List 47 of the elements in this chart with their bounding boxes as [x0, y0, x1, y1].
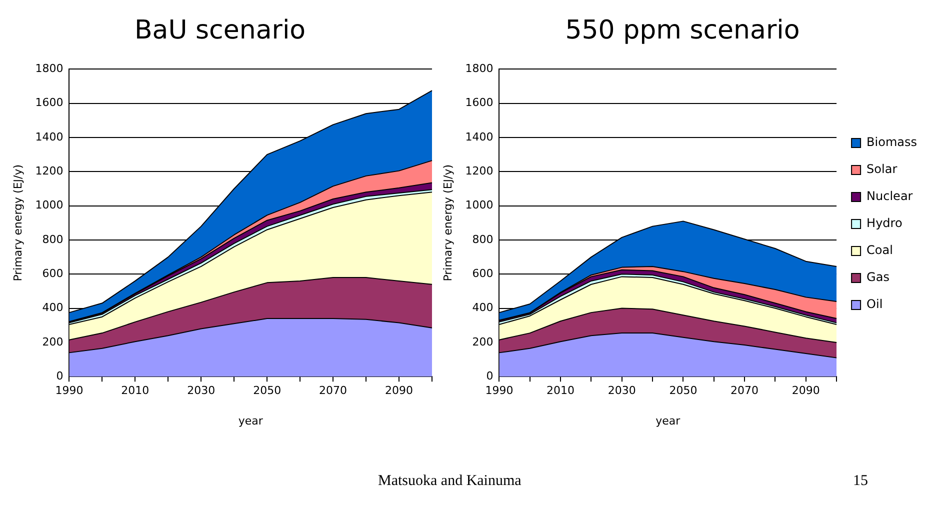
x-axis-title: year [656, 414, 681, 428]
x-tick-label: 2030 [187, 384, 216, 398]
legend-label: Biomass [866, 135, 918, 150]
y-tick-label: 1200 [465, 164, 494, 178]
y-axis-title: Primary energy (EJ/y) [11, 164, 24, 282]
legend-label: Gas [866, 270, 890, 284]
x-tick-label: 1990 [55, 384, 84, 398]
x-tick-label: 2050 [669, 384, 698, 398]
legend-label: Coal [866, 243, 893, 258]
x-tick-label: 2030 [608, 384, 636, 398]
y-tick-label: 800 [42, 232, 64, 246]
x-tick-label: 1990 [485, 384, 514, 398]
x-tick-label: 2050 [253, 384, 282, 398]
y-tick-label: 1400 [465, 130, 494, 144]
y-tick-label: 0 [56, 369, 64, 382]
x-axis-title: year [238, 414, 264, 428]
legend-label: Hydro [866, 216, 902, 230]
y-tick-label: 800 [472, 232, 494, 246]
x-tick-label: 2090 [385, 384, 414, 398]
text: Matsuoka and Kainuma [378, 473, 522, 490]
y-tick-label: 0 [486, 369, 494, 382]
x-tick-label: 2090 [792, 384, 820, 398]
y-axis-title: Primary energy (EJ/y) [441, 164, 454, 282]
text: 15 [853, 473, 868, 490]
y-tick-label: 400 [472, 301, 494, 314]
x-tick-label: 2070 [319, 384, 348, 398]
y-tick-label: 1000 [35, 198, 64, 212]
chart-title: BaU scenario [134, 15, 306, 46]
legend-label: Oil [866, 297, 883, 312]
y-tick-label: 1600 [35, 96, 64, 110]
y-tick-label: 1800 [465, 62, 494, 76]
x-tick-label: 2010 [546, 384, 575, 398]
chart-title: 550 ppm scenario [565, 15, 800, 46]
y-tick-label: 1600 [465, 96, 494, 110]
y-tick-label: 600 [42, 266, 64, 280]
y-tick-label: 200 [472, 335, 494, 348]
y-tick-label: 1000 [465, 198, 494, 212]
legend-label: Solar [866, 162, 898, 176]
x-tick-label: 2070 [730, 384, 759, 398]
y-tick-label: 600 [472, 266, 494, 280]
y-tick-label: 1400 [35, 130, 64, 144]
y-tick-label: 1200 [35, 164, 64, 178]
y-tick-label: 1800 [35, 62, 64, 76]
y-tick-label: 200 [42, 335, 64, 348]
y-tick-label: 400 [42, 301, 64, 314]
x-tick-label: 2010 [121, 384, 150, 398]
legend-label: Nuclear [866, 189, 913, 204]
